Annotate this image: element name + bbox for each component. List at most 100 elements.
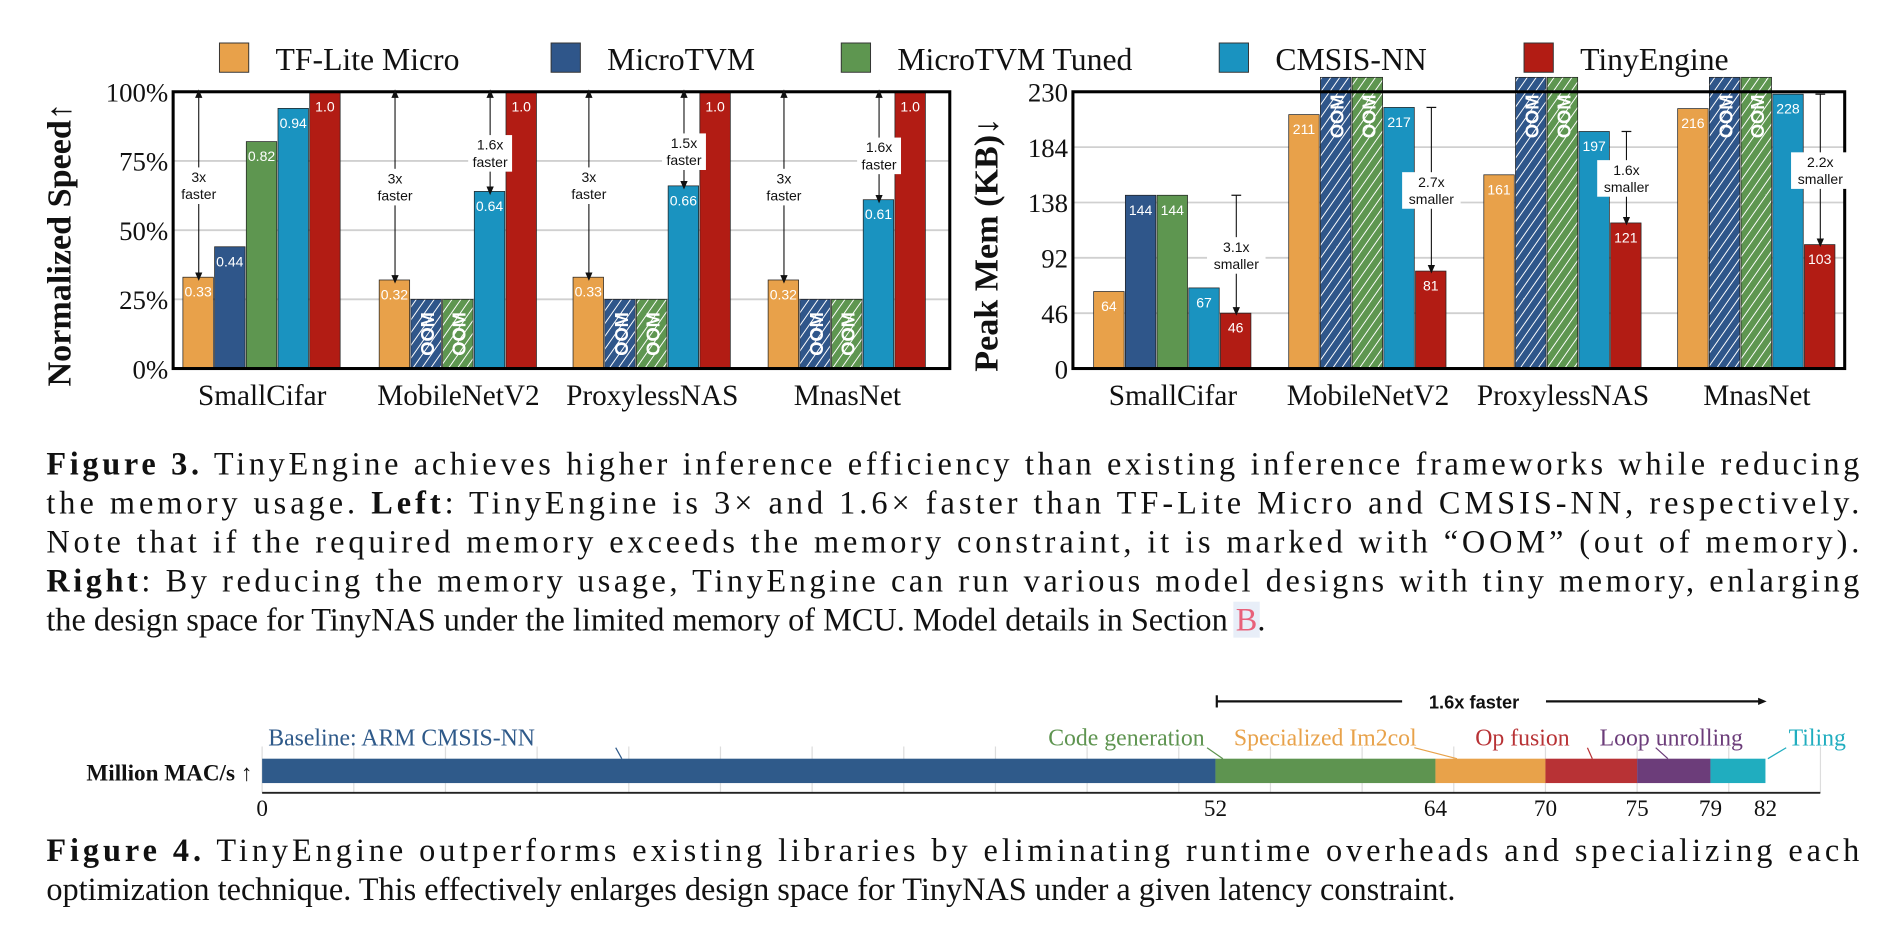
caption-text: : By reducing the memory usage, TinyEngi… [141,563,1859,599]
figure3-caption-line: the memory usage. Left: TinyEngine is 3×… [46,485,1859,521]
bar-value-label: 0.61 [865,206,892,222]
bar-value-label: 1.0 [900,98,920,114]
segment-label: Loop unrolling [1600,725,1743,751]
figure3-caption-line: the design space for TinyNAS under the l… [46,602,1265,638]
x-tick-label: 70 [1534,796,1557,822]
speedup-annotation: 1.6x [477,137,504,153]
bar-value-label: 0.66 [670,192,697,208]
caption-bold-text: Figure 4. [46,832,201,868]
bar-value-label: 197 [1582,138,1606,154]
y-axis-label: Peak Mem (KB)↓ [968,118,1005,372]
bar-value-label: 121 [1614,229,1638,245]
segment-leader-line [1414,747,1458,760]
bar-value-label: 67 [1196,294,1212,310]
bar-value-label: 103 [1808,251,1832,267]
bar-value-label: 216 [1681,115,1705,131]
speedup-annotation: faster [181,186,216,202]
legend-swatch [550,42,581,73]
oom-label: OOM [417,312,438,356]
category-label: ProxylessNAS [566,380,738,412]
x-tick-label: 0 [256,796,268,822]
bar-value-label: 1.0 [511,98,531,114]
y-tick-label: 92 [1041,244,1068,274]
bar-value-label: 161 [1487,181,1511,197]
bar [309,91,341,369]
speedup-annotation: 3x [777,170,792,186]
figure4-caption-line: optimization technique. This effectively… [46,871,1455,907]
reduction-annotation: 2.7x [1418,174,1444,190]
bar [1383,107,1415,369]
bar-value-label: 217 [1387,114,1411,130]
bar-value-label: 144 [1161,202,1185,218]
oom-bar [604,298,636,369]
bar-value-label: 0.64 [476,198,503,214]
oom-label: OOM [1327,95,1348,139]
y-tick-label: 46 [1041,299,1068,329]
bar [182,276,214,369]
bar [1483,174,1515,369]
speedup-annotation: 1.6x [866,139,893,155]
category-label: ProxylessNAS [1477,380,1649,412]
speedup-annotation: 1.5x [671,135,698,151]
annotation-bg [1207,237,1266,274]
plot-frame [171,90,952,371]
y-axis-label: Normalized Speed↑ [42,103,79,386]
caption-text: optimization technique. This effectively… [46,871,1455,907]
oom-bar [1546,76,1579,369]
bar [1093,291,1125,369]
annotation-bg [857,137,902,175]
category-label: MobileNetV2 [377,380,539,412]
caption-text: TinyEngine outperforms existing librarie… [205,832,1859,868]
bar [894,91,926,369]
annotation-bg [1402,172,1461,209]
speedup-annotation: 3x [191,169,206,185]
oom-label: OOM [1553,95,1574,139]
bar [505,91,537,369]
oom-bar [636,298,668,369]
oom-label: OOM [643,312,664,356]
segment-leader-line [1586,747,1593,759]
stacked-segment [1545,758,1638,784]
y-tick-label: 0% [133,354,169,384]
category-label: MnasNet [1703,380,1810,412]
legend-label: TinyEngine [1580,42,1729,77]
legend-swatch [1218,42,1249,73]
bar-value-label: 0.44 [216,253,243,269]
oom-label: OOM [449,312,470,356]
bar-value-label: 0.33 [184,284,211,300]
stacked-segment [1215,758,1436,784]
bar [667,185,699,369]
section-link[interactable]: B [1236,602,1258,638]
bar-value-label: 0.82 [248,148,275,164]
figure3-caption-line: Note that if the required memory exceeds… [46,524,1859,560]
category-label: MobileNetV2 [1287,380,1449,412]
segment-label: Specialized Im2col [1234,725,1417,751]
bar-value-label: 0.32 [381,286,408,302]
legend: TF-Lite Micro MicroTVM MicroTVM Tuned CMSIS… [218,42,1729,77]
oom-bar [799,298,831,369]
legend-label: MicroTVM Tuned [897,42,1132,77]
oom-bar [1351,76,1383,369]
reduction-annotation: 2.2x [1807,154,1834,170]
bar [767,279,799,369]
legend-label: CMSIS-NN [1275,42,1427,77]
y-axis-label: Million MAC/s ↑ [86,761,252,787]
bar-value-label: 0.32 [770,286,797,302]
caption-text: : TinyEngine is 3× and 1.6× faster than … [445,485,1860,521]
bar [1772,93,1804,369]
oom-bar [1740,76,1772,369]
y-tick-label: 184 [1028,133,1068,163]
x-tick-label: 82 [1754,796,1777,822]
caption-bold-text: Figure 3. [46,446,199,482]
oom-label: OOM [838,312,859,356]
legend-label: MicroTVM [607,42,755,77]
category-label: SmallCifar [1109,380,1238,412]
bar-value-label: 0.33 [575,284,602,300]
stacked-segment [262,758,1216,784]
bar-value-label: 211 [1293,121,1316,137]
bar [1578,131,1610,369]
annotation-bg [373,168,417,206]
segment-leader-line [1206,747,1224,760]
bar [214,246,246,369]
y-tick-label: 230 [1028,78,1068,108]
